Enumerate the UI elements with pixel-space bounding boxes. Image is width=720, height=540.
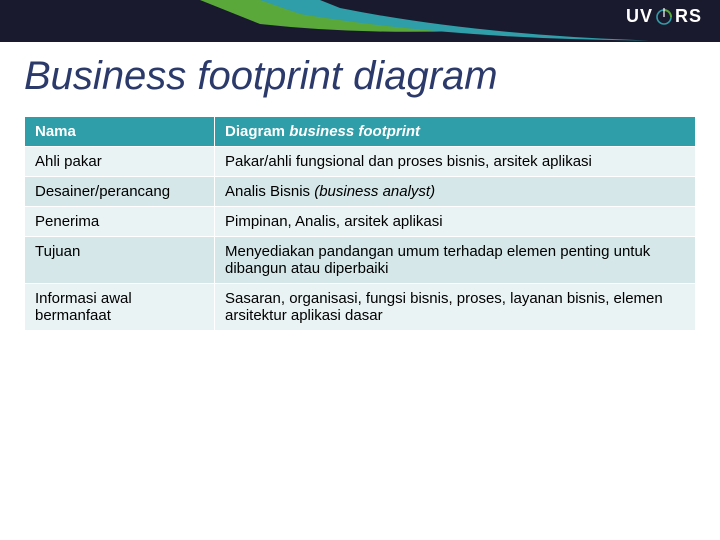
row-label: Ahli pakar [25,147,215,177]
row-label: Tujuan [25,237,215,284]
row-value: Pimpinan, Analis, arsitek aplikasi [215,207,696,237]
row-value-prefix: Analis Bisnis [225,183,314,200]
row-value-italic: (business analyst) [314,183,435,200]
row-value: Menyediakan pandangan umum terhadap elem… [215,237,696,284]
header-prefix: Diagram [225,123,289,140]
logo-ring-icon [655,8,673,26]
top-banner [0,0,720,42]
table-row: Desainer/perancang Analis Bisnis (busine… [25,177,696,207]
table-row: Informasi awal bermanfaat Sasaran, organ… [25,284,696,331]
table-header-nama: Nama [25,117,215,147]
table-row: Penerima Pimpinan, Analis, arsitek aplik… [25,207,696,237]
footprint-table: Nama Diagram business footprint Ahli pak… [24,116,696,331]
row-label: Informasi awal bermanfaat [25,284,215,331]
table-row: Tujuan Menyediakan pandangan umum terhad… [25,237,696,284]
row-value: Analis Bisnis (business analyst) [215,177,696,207]
header-italic: business footprint [289,123,420,140]
row-label: Desainer/perancang [25,177,215,207]
logo-text-right: RS [675,6,702,27]
row-value: Pakar/ahli fungsional dan proses bisnis,… [215,147,696,177]
logo: UV RS [626,6,702,27]
logo-text-left: UV [626,6,653,27]
table-header-row: Nama Diagram business footprint [25,117,696,147]
table-header-diagram: Diagram business footprint [215,117,696,147]
page-title: Business footprint diagram [24,54,498,99]
row-label: Penerima [25,207,215,237]
table-row: Ahli pakar Pakar/ahli fungsional dan pro… [25,147,696,177]
row-value: Sasaran, organisasi, fungsi bisnis, pros… [215,284,696,331]
